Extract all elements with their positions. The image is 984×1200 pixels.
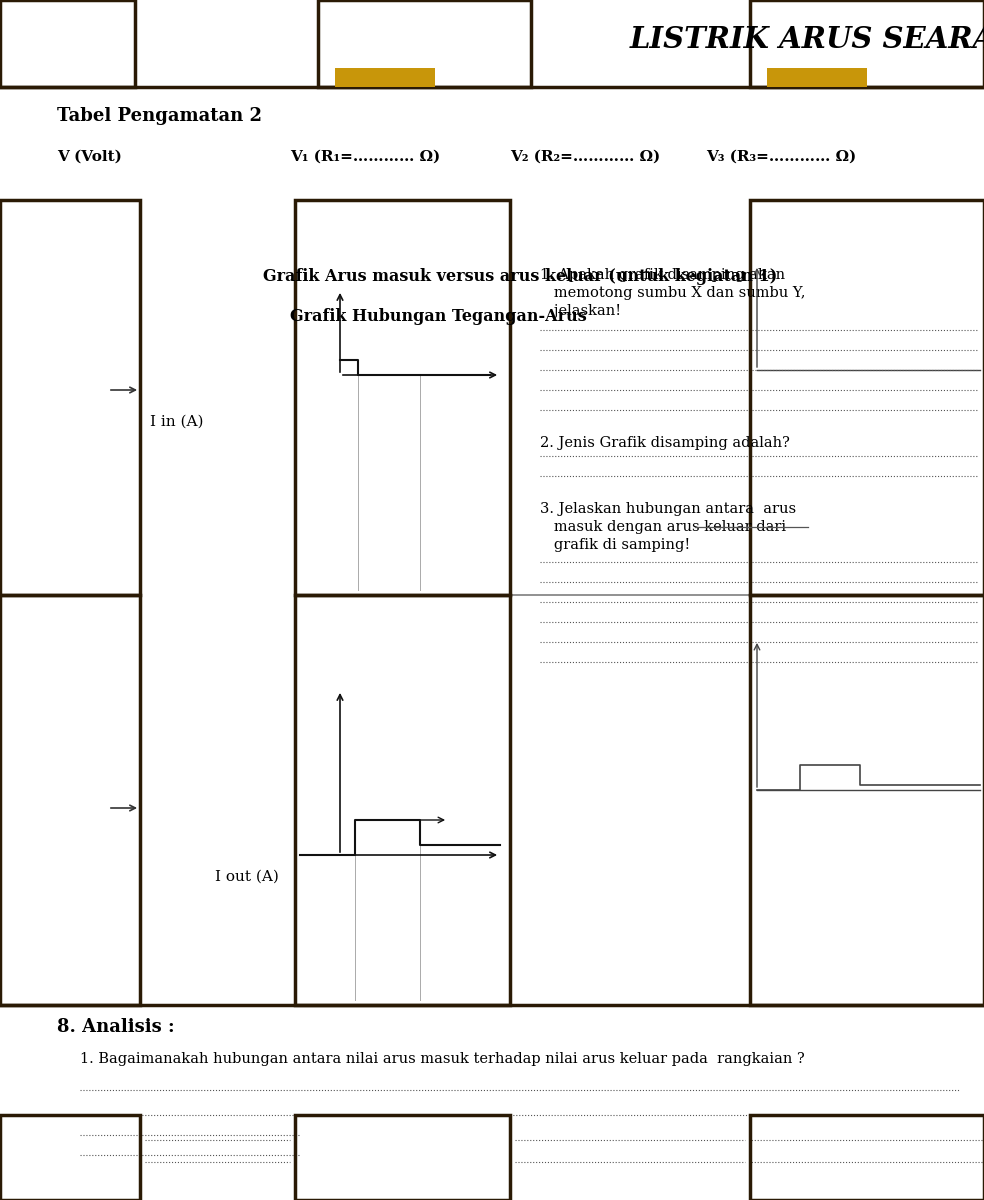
Bar [295, 200, 510, 595]
Bar [0, 1115, 140, 1200]
Text: memotong sumbu X dan sumbu Y,: memotong sumbu X dan sumbu Y, [540, 286, 806, 300]
Text: 1. Apakah grafik disamping akan: 1. Apakah grafik disamping akan [540, 268, 785, 282]
Bar [295, 595, 510, 1006]
Text: 2. Jenis Grafik disamping adalah?: 2. Jenis Grafik disamping adalah? [540, 436, 790, 450]
Bar [335, 68, 435, 86]
Bar [0, 0, 135, 86]
Text: Grafik Hubungan Tegangan-Arus: Grafik Hubungan Tegangan-Arus [290, 308, 586, 325]
Bar [750, 595, 984, 1006]
Text: I out (A): I out (A) [215, 870, 278, 884]
Bar [750, 1115, 984, 1200]
Text: V₁ (R₁=………… Ω): V₁ (R₁=………… Ω) [290, 150, 440, 164]
Text: LISTRIK ARUS SEARAH (DC): LISTRIK ARUS SEARAH (DC) [630, 25, 984, 54]
Text: V (Volt): V (Volt) [57, 150, 122, 164]
Text: Tabel Pengamatan 2: Tabel Pengamatan 2 [57, 107, 262, 125]
Bar [750, 200, 984, 595]
Text: masuk dengan arus keluar dari: masuk dengan arus keluar dari [540, 520, 786, 534]
Text: Grafik Arus masuk versus arus keluar (untuk kegiatan 1): Grafik Arus masuk versus arus keluar (un… [263, 268, 777, 284]
Text: 8. Analisis :: 8. Analisis : [57, 1018, 174, 1036]
Text: 3. Jelaskan hubungan antara  arus: 3. Jelaskan hubungan antara arus [540, 502, 796, 516]
Bar [295, 1115, 510, 1200]
Text: 1. Bagaimanakah hubungan antara nilai arus masuk terhadap nilai arus keluar pada: 1. Bagaimanakah hubungan antara nilai ar… [80, 1052, 805, 1066]
Bar [750, 0, 984, 86]
Text: jelaskan!: jelaskan! [540, 304, 621, 318]
Text: I in (A): I in (A) [150, 415, 204, 428]
Bar [767, 68, 867, 86]
Bar [0, 595, 140, 1006]
Text: V₂ (R₂=………… Ω): V₂ (R₂=………… Ω) [510, 150, 660, 164]
Bar [318, 0, 531, 86]
Text: grafik di samping!: grafik di samping! [540, 538, 690, 552]
Text: V₃ (R₃=………… Ω): V₃ (R₃=………… Ω) [706, 150, 856, 164]
Bar [0, 200, 140, 595]
